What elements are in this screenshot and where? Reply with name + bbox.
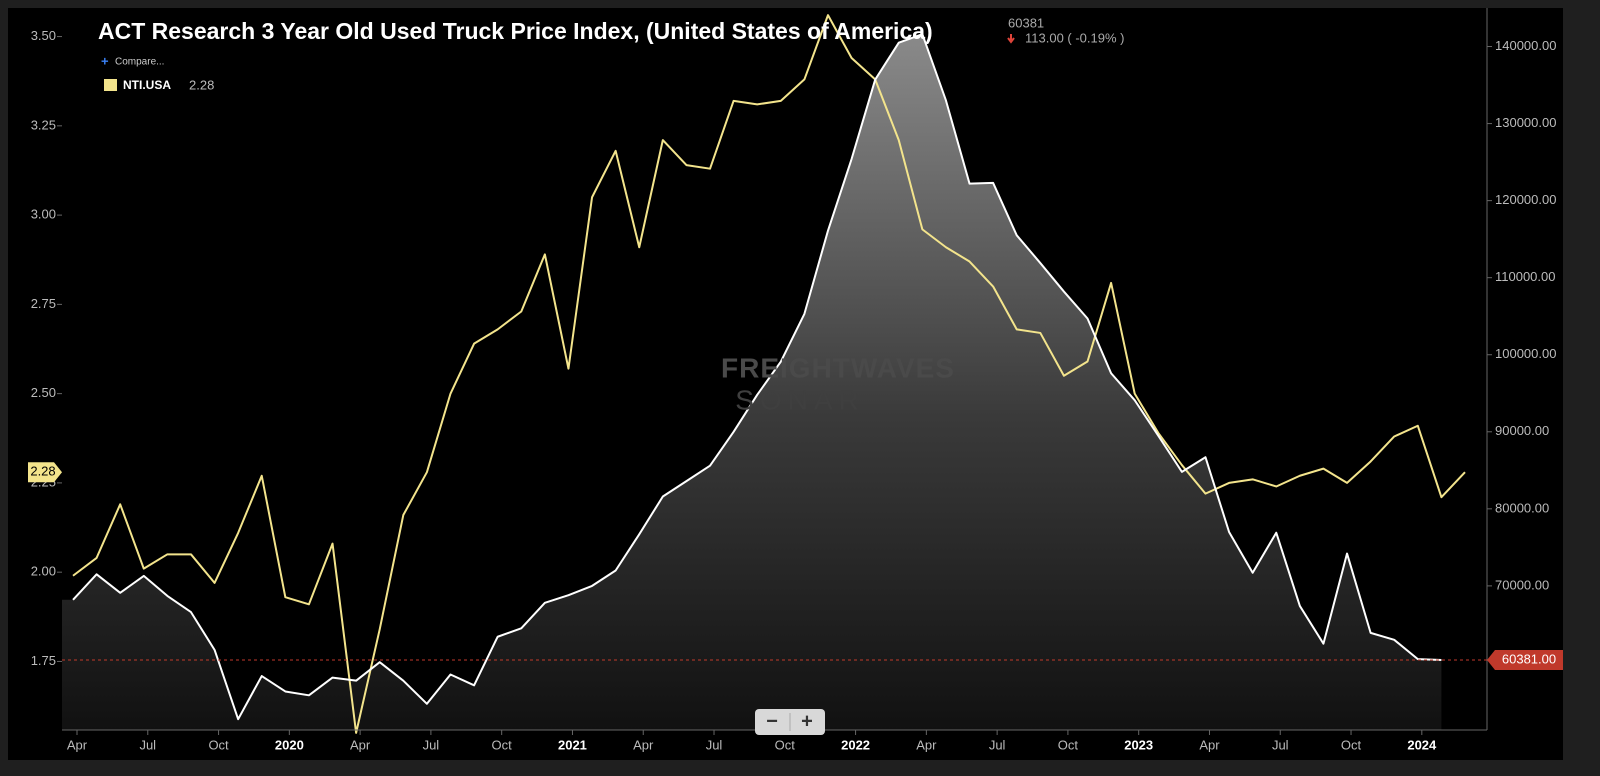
x-tick-label: Oct [1058, 737, 1079, 752]
x-tick-label: Oct [775, 737, 796, 752]
y-tick-label: 2.50 [31, 385, 56, 400]
y-tick-label: 3.25 [31, 117, 56, 132]
header-last-value: 60381 [1008, 15, 1044, 30]
y2-tick-label: 80000.00 [1495, 500, 1549, 515]
legend-value: 2.28 [189, 77, 214, 92]
compare-plus[interactable]: + [101, 53, 109, 68]
y-marker-tag [28, 462, 62, 483]
x-tick-label: Apr [633, 737, 654, 752]
y2-marker-label: 60381.00 [1502, 651, 1556, 666]
header-change: 113.00 ( -0.19% ) [1025, 30, 1124, 45]
x-tick-label: Oct [208, 737, 229, 752]
x-tick-label: 2021 [558, 737, 587, 752]
x-tick-label: 2020 [275, 737, 304, 752]
x-tick-label: Apr [916, 737, 937, 752]
y2-tick-label: 140000.00 [1495, 38, 1556, 53]
x-tick-label: 2024 [1407, 737, 1437, 752]
legend-swatch [104, 79, 117, 91]
x-tick-label: Oct [1341, 737, 1362, 752]
watermark-brand: FREIGHTWAVES [721, 352, 955, 383]
y2-tick-label: 110000.00 [1495, 269, 1556, 284]
y2-marker-tag [1487, 650, 1563, 671]
y2-tick-label: 130000.00 [1495, 115, 1556, 130]
watermark-product: SONAR [735, 384, 865, 415]
x-tick-label: Jul [706, 737, 723, 752]
x-tick-label: Apr [1199, 737, 1220, 752]
x-tick-label: Apr [350, 737, 371, 752]
x-tick-label: Jul [1272, 737, 1289, 752]
zoom-in-button[interactable]: + [801, 710, 813, 732]
y-marker-label: 2.28 [30, 464, 55, 479]
x-tick-label: Apr [67, 737, 88, 752]
y-tick-label: 1.75 [31, 653, 56, 668]
y-tick-label: 2.75 [31, 296, 56, 311]
y2-tick-label: 120000.00 [1495, 192, 1556, 207]
x-tick-label: Oct [492, 737, 513, 752]
chart-title: ACT Research 3 Year Old Used Truck Price… [98, 18, 933, 44]
y-tick-label: 2.00 [31, 564, 56, 579]
x-tick-label: 2023 [1124, 737, 1153, 752]
series-line [72, 33, 1442, 721]
y2-tick-label: 100000.00 [1495, 346, 1556, 361]
compare-link[interactable]: Compare... [115, 57, 164, 68]
zoom-out-button[interactable]: − [766, 710, 778, 732]
y2-tick-label: 70000.00 [1495, 577, 1549, 592]
y-tick-label: 3.00 [31, 207, 56, 222]
x-tick-label: Jul [989, 737, 1006, 752]
zoom-controls[interactable]: − + [755, 709, 825, 735]
y2-tick-label: 90000.00 [1495, 423, 1549, 438]
series-line [72, 14, 1466, 734]
x-tick-label: Jul [139, 737, 156, 752]
y-tick-label: 3.50 [31, 28, 56, 43]
x-tick-label: 2022 [841, 737, 870, 752]
change-arrow [1007, 34, 1015, 44]
legend-label: NTI.USA [123, 78, 171, 92]
x-tick-label: Jul [423, 737, 440, 752]
area [62, 34, 1442, 731]
